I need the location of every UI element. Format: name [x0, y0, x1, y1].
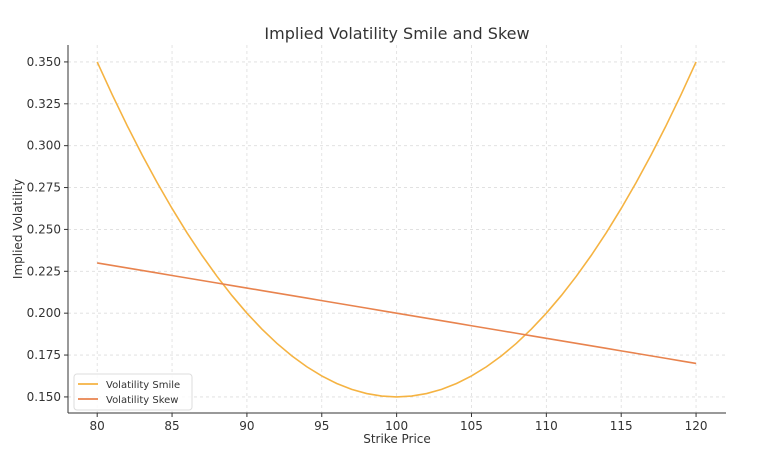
- y-tick-label: 0.200: [27, 306, 61, 320]
- x-axis-label: Strike Price: [363, 432, 431, 446]
- y-tick-label: 0.325: [27, 97, 61, 111]
- grid: [68, 45, 726, 413]
- x-tick-label: 105: [460, 419, 483, 433]
- y-tick-label: 0.300: [27, 139, 61, 153]
- series-line-volatility-smile: [96, 61, 697, 398]
- y-axis-label: Implied Volatility: [11, 179, 25, 279]
- y-tick-label: 0.225: [27, 264, 61, 278]
- chart-title: Implied Volatility Smile and Skew: [264, 24, 529, 43]
- axes: 80 85 90 95 100 105 110 115 120 0.150 0.175 0.200 0.…: [27, 45, 726, 433]
- x-tick-label: 110: [535, 419, 558, 433]
- legend: Volatility Smile Volatility Skew: [73, 373, 193, 411]
- legend-label: Volatility Skew: [106, 395, 178, 406]
- y-tick-label: 0.350: [27, 55, 61, 69]
- x-tick-label: 90: [239, 419, 254, 433]
- y-tick-label: 0.150: [27, 390, 61, 404]
- series-line-volatility-skew: [97, 262, 697, 365]
- y-tick-label: 0.275: [27, 181, 61, 195]
- legend-box: [73, 373, 193, 411]
- x-tick-label: 100: [385, 419, 408, 433]
- legend-label: Volatility Smile: [106, 380, 180, 391]
- y-tick-label: 0.175: [27, 348, 61, 362]
- x-tick-label: 80: [90, 419, 105, 433]
- x-tick-label: 120: [685, 419, 708, 433]
- x-tick-label: 115: [610, 419, 633, 433]
- x-tick-label: 85: [164, 419, 179, 433]
- y-tick-label: 0.250: [27, 222, 61, 236]
- series-lines: [96, 61, 697, 398]
- x-tick-label: 95: [314, 419, 329, 433]
